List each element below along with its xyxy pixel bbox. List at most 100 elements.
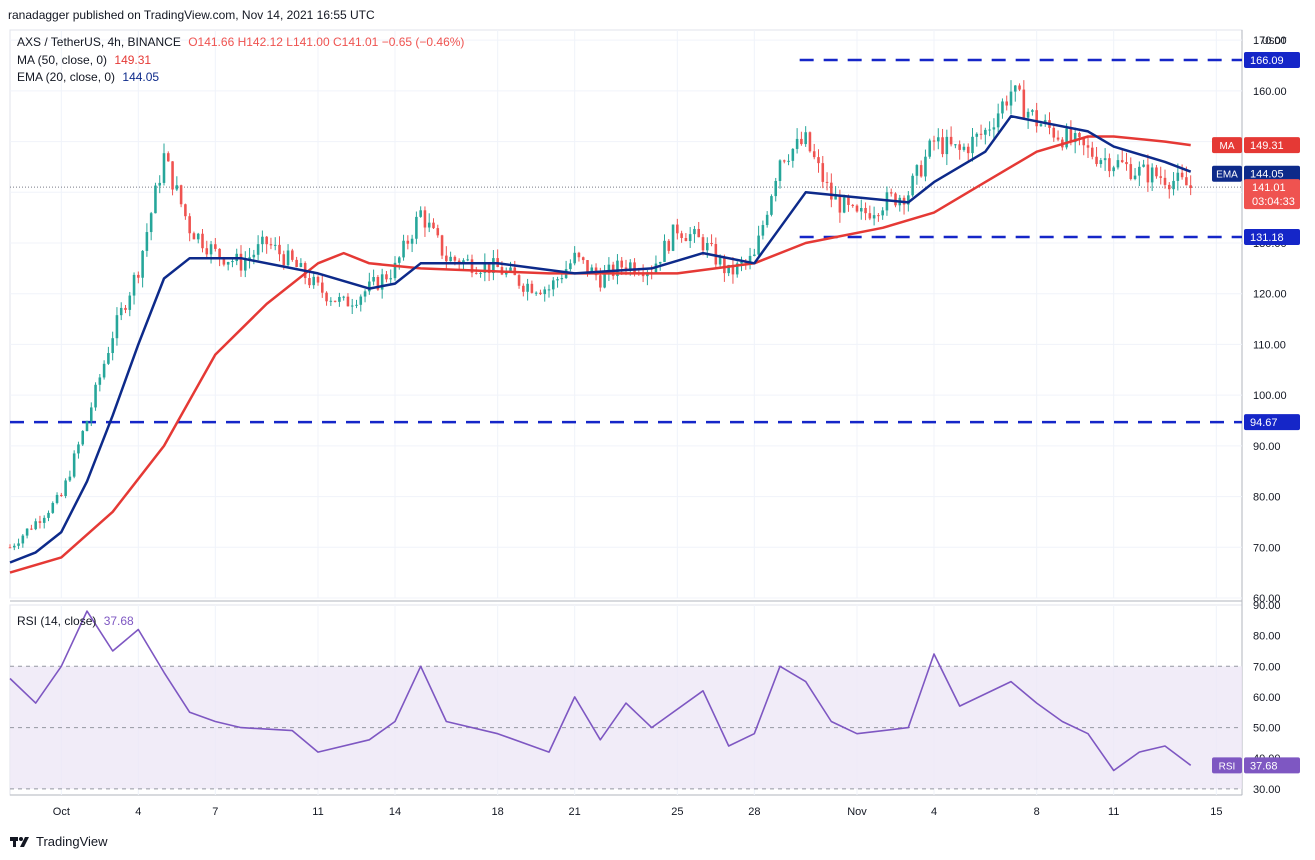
candle-down <box>1005 101 1009 106</box>
candle-up <box>393 262 397 279</box>
candle-down <box>179 185 183 205</box>
candle-up <box>51 502 55 513</box>
candle-up <box>419 210 422 217</box>
candle-down <box>701 237 705 251</box>
symbol-label: AXS / TetherUS, 4h, BINANCE <box>17 35 181 49</box>
candle-down <box>385 274 388 280</box>
candle-down <box>166 153 170 162</box>
candle-up <box>273 244 277 246</box>
candle-down <box>624 267 628 270</box>
rsi-tick-label: 60.00 <box>1253 692 1281 704</box>
candle-down <box>1129 164 1133 180</box>
candle-down <box>445 255 448 262</box>
rsi-legend[interactable]: RSI (14, close) 37.68 <box>17 614 134 628</box>
candle-up <box>573 252 576 264</box>
rsi-tick-label: 30.00 <box>1253 784 1281 796</box>
candle-up <box>1133 175 1137 180</box>
candle-up <box>42 517 46 523</box>
ma-legend[interactable]: MA (50, close, 0) 149.31 <box>17 53 151 67</box>
candle-down <box>333 300 337 302</box>
candle-down <box>517 275 521 286</box>
price-pane[interactable] <box>9 29 1243 599</box>
ema-legend[interactable]: EMA (20, close, 0) 144.05 <box>17 70 159 84</box>
candle-up <box>85 421 89 432</box>
candle-down <box>877 215 880 217</box>
candle-up <box>748 255 752 263</box>
candle-down <box>800 138 803 145</box>
candle-up <box>859 207 863 212</box>
tradingview-logo[interactable]: TradingView <box>10 834 108 849</box>
candle-up <box>984 129 987 135</box>
candle-up <box>312 276 316 286</box>
candle-down <box>808 132 812 152</box>
candle-down <box>423 210 427 228</box>
candle-down <box>855 205 859 212</box>
candle-down <box>192 233 196 240</box>
candle-down <box>1146 164 1150 183</box>
candle-down <box>821 163 825 182</box>
time-tick-label: 4 <box>931 806 937 818</box>
price-tick-label: 100.00 <box>1253 390 1287 402</box>
candle-down <box>680 233 683 238</box>
candle-up <box>115 315 119 339</box>
candle-down <box>1108 158 1111 172</box>
candle-up <box>1009 91 1013 106</box>
candle-down <box>1082 137 1086 146</box>
symbol-legend[interactable]: AXS / TetherUS, 4h, BINANCE O141.66 H142… <box>17 35 464 49</box>
level-high-badge-value: 166.09 <box>1250 55 1284 67</box>
candle-down <box>676 224 679 234</box>
horizontal-levels <box>10 58 1242 424</box>
candle-up <box>663 240 666 262</box>
candle-down <box>1056 137 1060 140</box>
candle-up <box>338 296 341 302</box>
candle-down <box>731 264 735 275</box>
candle-down <box>269 244 273 246</box>
candle-down <box>1125 162 1128 165</box>
candle-down <box>1167 184 1171 190</box>
candle-up <box>1013 85 1017 92</box>
time-tick-label: 11 <box>1108 806 1119 818</box>
candle-down <box>38 521 42 523</box>
candle-down <box>782 160 786 162</box>
ema-badge-bg <box>1244 165 1300 182</box>
time-tick-label: 4 <box>135 806 141 818</box>
candle-down <box>838 196 842 213</box>
candle-down <box>440 235 444 256</box>
time-tick-label: 28 <box>748 806 760 818</box>
candle-up <box>693 228 696 235</box>
rsi-tick-label: 70.00 <box>1253 661 1281 673</box>
candle-down <box>474 272 478 274</box>
ma50-series <box>9 135 1191 574</box>
candle-up <box>628 262 632 270</box>
candle-up <box>569 263 572 270</box>
candle-up <box>1172 180 1175 190</box>
candle-up <box>111 338 114 354</box>
candle-down <box>847 197 850 205</box>
price-tick-label: 120.00 <box>1253 289 1287 301</box>
candle-down <box>453 256 457 261</box>
candle-down <box>1185 177 1188 186</box>
candle-down <box>376 277 380 290</box>
candle-up <box>145 232 149 251</box>
candle-up <box>329 300 333 302</box>
candle-down <box>714 244 718 265</box>
rsi-series <box>9 610 1192 772</box>
candle-up <box>842 197 846 213</box>
last-price-countdown: 03:04:33 <box>1252 196 1295 208</box>
candle-down <box>723 257 726 274</box>
publish-header: ranadagger published on TradingView.com,… <box>8 8 375 22</box>
candle-down <box>60 494 63 496</box>
candle-down <box>1018 85 1021 90</box>
candle-up <box>64 480 67 496</box>
price-tick-label: 110.00 <box>1253 339 1286 351</box>
candle-down <box>889 192 893 194</box>
candle-up <box>556 279 559 281</box>
candle-up <box>372 277 375 282</box>
candle-up <box>483 262 487 273</box>
candle-up <box>962 146 966 150</box>
candle-down <box>201 233 204 249</box>
rsi-tick-label: 80.00 <box>1253 631 1281 643</box>
time-tick-label: 11 <box>312 806 323 818</box>
candle-up <box>915 165 919 176</box>
